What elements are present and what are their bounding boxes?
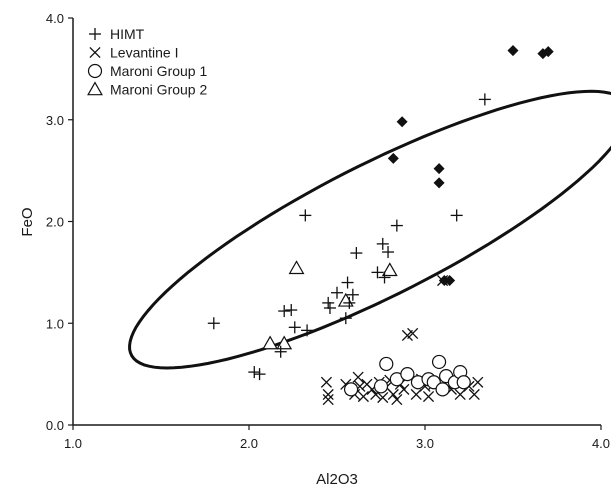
legend-item: Levantine I: [89, 45, 179, 61]
levantine-point: [422, 390, 435, 403]
enclosing-ellipse: [128, 89, 611, 370]
legend-marker-circle: [87, 63, 103, 79]
maroni-group-1-point: [343, 382, 359, 397]
himt-point: [339, 312, 352, 325]
himt-solid-point: [396, 116, 408, 128]
legend: HIMT Levantine I Maroni Group 1 Maroni Grou…: [87, 26, 207, 98]
himt-point: [288, 321, 301, 334]
himt-point: [207, 317, 220, 330]
y-tick-label: 0.0: [46, 418, 64, 433]
legend-item: Maroni Group 2: [87, 81, 207, 98]
himt-point: [343, 296, 356, 309]
data-points: [207, 45, 554, 406]
himt-point: [331, 286, 343, 299]
legend-label: Levantine I: [110, 45, 179, 61]
maroni-group-1-point: [373, 379, 389, 394]
legend-item: Maroni Group 1: [87, 63, 207, 79]
legend-marker-triangle: [87, 81, 103, 96]
legend-marker-x: [89, 46, 101, 59]
himt-point: [301, 324, 314, 337]
levantine-point: [377, 391, 389, 404]
himt-point: [350, 247, 363, 260]
himt-point: [253, 368, 266, 381]
x-axis-title: Al2O3: [316, 471, 358, 488]
y-tick-label: 2.0: [46, 215, 64, 230]
levantine-point: [320, 376, 332, 388]
himt-solid-point: [542, 46, 554, 58]
x-tick-label: 2.0: [240, 436, 258, 451]
maroni-group-1-point: [435, 382, 450, 397]
himt-point: [478, 93, 491, 106]
himt-point: [278, 305, 291, 318]
himt-point: [346, 288, 359, 301]
legend-marker-plus: [89, 28, 101, 40]
himt-point: [341, 276, 354, 289]
himt-solid-point: [507, 45, 519, 57]
himt-point: [285, 304, 298, 317]
himt-point: [323, 301, 336, 314]
tick-labels: 1.0 2.0 3.0 4.00.01.02.03.04.0: [46, 11, 610, 451]
maroni-group-1-point: [456, 375, 471, 390]
ellipse-layer: [128, 89, 611, 370]
legend-item: HIMT: [89, 26, 145, 42]
himt-point: [274, 345, 287, 358]
levantine-point: [391, 394, 403, 406]
himt-solid-point: [387, 152, 399, 164]
levantine-point: [468, 388, 480, 401]
legend-label: Maroni Group 1: [110, 63, 207, 79]
levantine-point: [322, 394, 334, 406]
himt-point: [390, 219, 403, 232]
levantine-point: [322, 388, 334, 401]
himt-solid-point: [433, 177, 445, 189]
y-tick-label: 4.0: [46, 11, 64, 26]
ticks: [68, 17, 602, 430]
himt-point: [299, 209, 312, 222]
himt-point: [450, 209, 463, 222]
maroni-group-2-point: [262, 335, 279, 350]
himt-point: [382, 246, 395, 259]
levantine-point: [407, 327, 419, 339]
himt-point: [371, 266, 384, 279]
y-tick-label: 3.0: [46, 113, 64, 128]
y-axis-title: FeO: [19, 207, 36, 236]
maroni-group-1-point: [379, 356, 394, 372]
x-tick-label: 4.0: [592, 436, 610, 451]
levantine-point: [472, 376, 484, 388]
maroni-group-2-point: [288, 260, 305, 275]
himt-point: [248, 366, 261, 379]
himt-point: [376, 237, 389, 250]
legend-label: HIMT: [110, 26, 145, 42]
maroni-group-2-point: [337, 292, 354, 307]
legend-label: Maroni Group 2: [110, 82, 207, 98]
maroni-group-2-point: [381, 262, 398, 277]
himt-solid-point: [444, 275, 456, 287]
himt-point: [378, 271, 391, 284]
levantine-point: [352, 371, 364, 383]
levantine-point: [357, 390, 369, 403]
maroni-group-1-point: [431, 354, 447, 370]
maroni-group-1-point: [400, 367, 415, 382]
levantine-point: [387, 388, 399, 401]
x-tick-label: 3.0: [416, 436, 434, 451]
himt-solid-point: [433, 163, 445, 175]
himt-point: [322, 296, 335, 309]
levantine-point: [398, 383, 410, 395]
y-tick-label: 1.0: [46, 316, 64, 331]
x-tick-label: 1.0: [64, 436, 82, 451]
